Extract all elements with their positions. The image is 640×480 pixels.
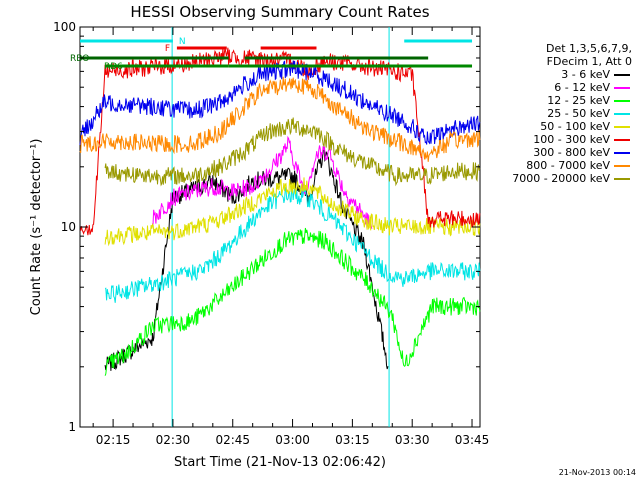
legend-entry: 100 - 300 keV xyxy=(482,133,632,146)
series-line-2 xyxy=(104,227,481,376)
legend-entry: 300 - 800 keV xyxy=(482,146,632,159)
legend-entry-label: 6 - 12 keV xyxy=(554,81,610,94)
flag-rbo-label: RBO xyxy=(70,54,89,64)
legend-entry-label: 25 - 50 keV xyxy=(547,107,610,120)
series-line-8 xyxy=(104,117,481,187)
legend-swatch xyxy=(614,74,630,76)
legend: Det 1,3,5,6,7,9, FDecim 1, Att 0 3 - 6 k… xyxy=(482,42,632,185)
legend-entry: 3 - 6 keV xyxy=(482,68,632,81)
legend-swatch xyxy=(614,87,630,89)
chart-title: HESSI Observing Summary Count Rates xyxy=(130,3,430,21)
series-line-6 xyxy=(79,60,481,146)
flag-f-label: F xyxy=(165,44,170,54)
x-tick-label-3: 03:00 xyxy=(275,433,310,447)
x-tick-label-4: 03:15 xyxy=(335,433,370,447)
legend-swatch xyxy=(614,100,630,102)
series-line-4 xyxy=(104,177,481,247)
legend-swatch xyxy=(614,152,630,154)
legend-entry-label: 100 - 300 keV xyxy=(533,133,610,146)
generation-timestamp: 21-Nov-2013 00:14 xyxy=(558,468,636,477)
series-line-7 xyxy=(79,76,481,162)
legend-header-line-2: FDecim 1, Att 0 xyxy=(546,55,632,68)
flag-n-label: N xyxy=(179,37,186,47)
legend-entry: 50 - 100 keV xyxy=(482,120,632,133)
legend-entry: 6 - 12 keV xyxy=(482,81,632,94)
legend-swatch xyxy=(614,139,630,141)
x-tick-label-1: 02:30 xyxy=(156,433,191,447)
x-tick-label-2: 02:45 xyxy=(215,433,250,447)
legend-entry-label: 3 - 6 keV xyxy=(561,68,610,81)
legend-entry-label: 7000 - 20000 keV xyxy=(512,172,610,185)
legend-swatch xyxy=(614,126,630,128)
legend-swatch xyxy=(614,113,630,115)
legend-swatch xyxy=(614,178,630,180)
legend-entry: 12 - 25 keV xyxy=(482,94,632,107)
y-tick-label-2: 100 xyxy=(53,20,76,34)
legend-swatch xyxy=(614,165,630,167)
legend-entry: 7000 - 20000 keV xyxy=(482,172,632,185)
x-axis-label: Start Time (21-Nov-13 02:06:42) xyxy=(174,455,386,470)
series-line-1 xyxy=(152,135,373,229)
legend-entry-label: 12 - 25 keV xyxy=(547,94,610,107)
legend-entry: 800 - 7000 keV xyxy=(482,159,632,172)
legend-entry-label: 800 - 7000 keV xyxy=(526,159,610,172)
y-tick-label-1: 10 xyxy=(61,220,76,234)
legend-entry-label: 50 - 100 keV xyxy=(540,120,610,133)
x-tick-label-6: 03:45 xyxy=(455,433,490,447)
y-tick-label-0: 1 xyxy=(68,420,76,434)
legend-entry: 25 - 50 keV xyxy=(482,107,632,120)
x-tick-label-0: 02:15 xyxy=(96,433,131,447)
legend-entry-label: 300 - 800 keV xyxy=(533,146,610,159)
flag-rd6-label: RD6 xyxy=(104,62,123,72)
x-tick-label-5: 03:30 xyxy=(395,433,430,447)
legend-header-line-1: Det 1,3,5,6,7,9, xyxy=(545,42,632,55)
y-axis-label: Count Rate (s⁻¹ detector⁻¹) xyxy=(29,139,44,316)
